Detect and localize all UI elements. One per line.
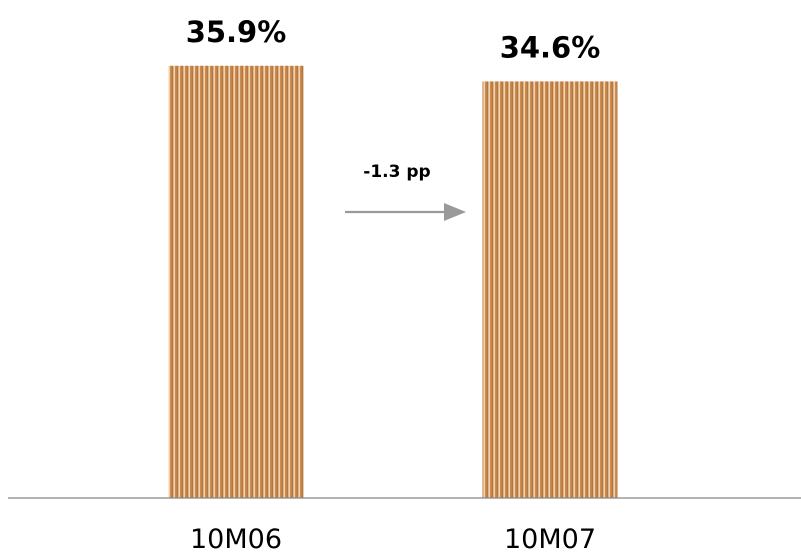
change-label: -1.3 pp bbox=[363, 162, 430, 182]
category-label-10M07: 10M07 bbox=[504, 524, 596, 555]
change-annotation: -1.3 pp bbox=[345, 162, 466, 221]
category-labels-group: 10M06 10M07 bbox=[190, 524, 596, 555]
value-label-10M06: 35.9% bbox=[186, 15, 287, 49]
change-arrow-head bbox=[444, 203, 466, 221]
bar-10M06 bbox=[168, 65, 304, 498]
value-labels-group: 35.9% 34.6% bbox=[186, 15, 601, 65]
category-label-10M06: 10M06 bbox=[190, 524, 282, 555]
bars-group bbox=[168, 65, 618, 498]
value-label-10M07: 34.6% bbox=[500, 30, 601, 64]
bar-10M07 bbox=[482, 81, 618, 498]
